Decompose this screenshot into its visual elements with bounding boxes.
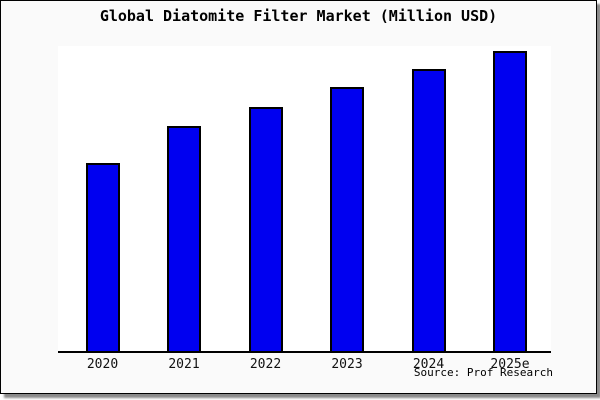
x-tick-label-2022: 2022: [249, 357, 282, 372]
x-tick-label-2023: 2023: [331, 357, 363, 372]
bar-2020: [85, 163, 120, 351]
bar-2021: [167, 126, 201, 351]
bar-2023: [330, 87, 364, 351]
x-tick-label-2020: 2020: [86, 357, 119, 372]
bar-2022: [248, 107, 283, 351]
plot-area: [58, 46, 551, 353]
chart-title: Global Diatomite Filter Market (Million …: [99, 7, 498, 25]
bar-2025e: [493, 51, 527, 351]
x-tick-label-2024: 2024: [412, 357, 445, 372]
x-tick-label-2025e: 2025e: [490, 357, 530, 372]
source-credit: Source: Prof Research: [413, 366, 553, 379]
bar-2024: [411, 69, 446, 351]
x-tick-label-2021: 2021: [168, 357, 200, 372]
